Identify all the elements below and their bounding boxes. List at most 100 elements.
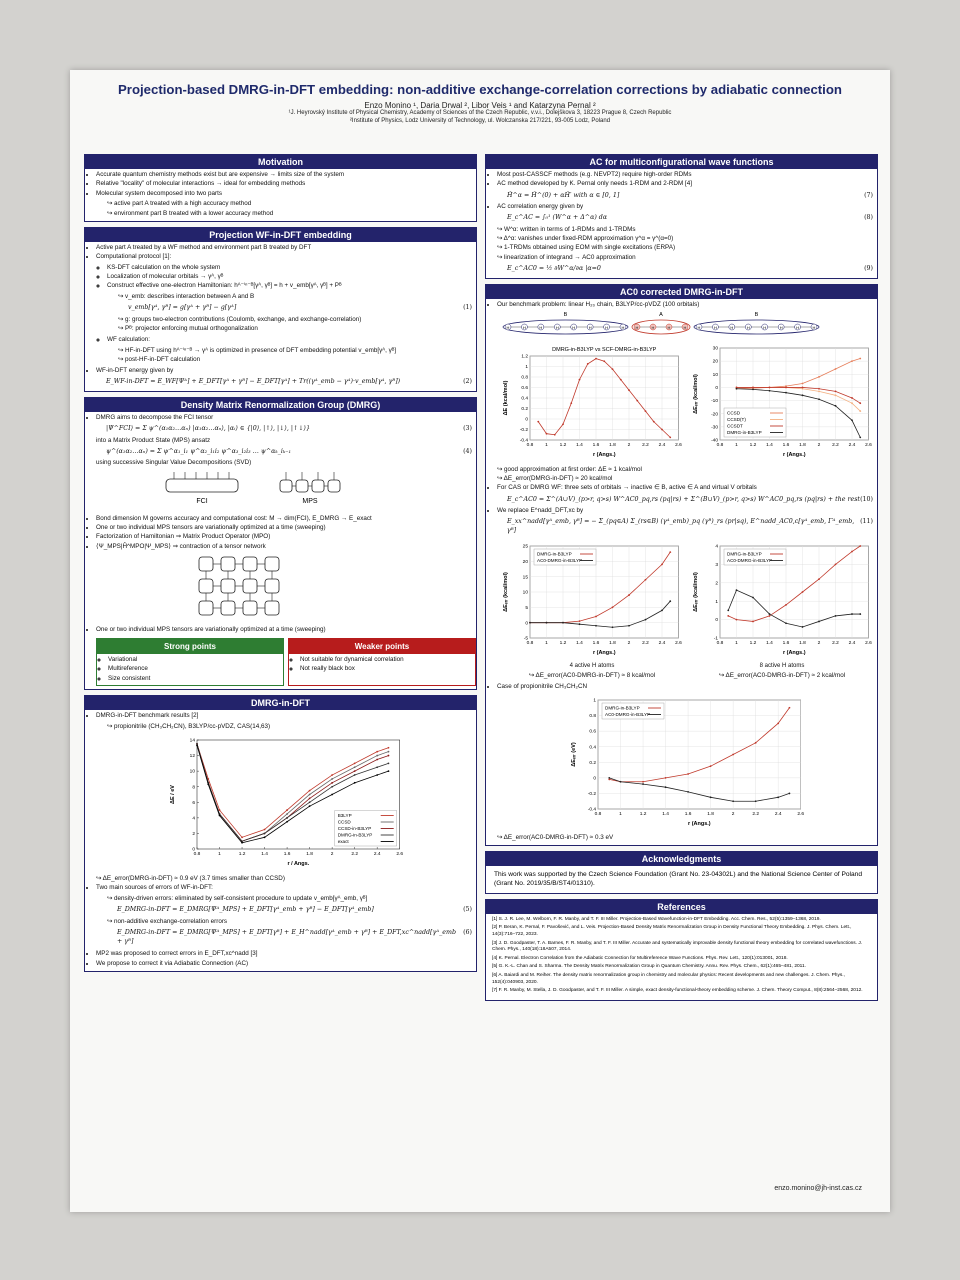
section-title: Motivation [85, 155, 476, 169]
note: ↪ Δ^α: vanishes under fixed-RDM approxim… [497, 234, 674, 242]
legend-label: DMRG-in-B3LYP [727, 551, 762, 556]
x-tick-label: 1.6 [684, 811, 691, 817]
x-tick-label: 1 [218, 851, 221, 857]
y-axis-label: ΔE (kcal/mol) [503, 380, 509, 415]
x-tick-label: 1.6 [782, 640, 789, 646]
bullet: Multireference [108, 665, 283, 674]
note: ↪ Pᴮ: projector enforcing mutual orthogo… [118, 325, 258, 333]
note: ↪ ΔE_error(AC0-DMRG-in-DFT) ≈ 0.3 eV [497, 834, 614, 842]
atom [537, 323, 545, 331]
bullet: For CAS or DMRG WF: three sets of orbita… [497, 484, 877, 493]
x-tick-label: 2.4 [658, 640, 665, 646]
tensor-node [220, 600, 236, 615]
legend-label: B3LYP [337, 813, 351, 818]
equation-item: E_DMRG-in-DFT = E_DMRG[Ψᴬ_MPS] + E_DFT[γ… [107, 927, 476, 949]
y-tick-label: 1 [593, 697, 596, 703]
bullet: WF calculation: ↪ HF-in-DFT using hᴬ⁻ⁱⁿ⁻ᴮ… [107, 336, 476, 365]
point [817, 577, 820, 580]
x-axis-label: r (Angs.) [783, 452, 806, 458]
section: References [1] S. J. R. Lee, M. Welborn, … [485, 898, 878, 1001]
reference: [4] K. Pernal. Electron Correlation from… [492, 955, 788, 961]
point [850, 419, 853, 421]
series-line [608, 777, 790, 802]
point [859, 544, 861, 547]
point [776, 722, 779, 724]
equation: E_c^AC0 = Σ^(A∪V)_(p>r, q>s) W^AC0_pq,rs… [497, 494, 877, 507]
point [859, 402, 861, 404]
pair: ↪ ΔE_error(AC0-DMRG-in-DFT) ≈ 8 kcal/mol… [497, 672, 877, 681]
poster: Projection-based DMRG-in-DFT embedding: … [70, 70, 890, 1212]
atom [586, 323, 594, 331]
reference: [5] G. K.-L. Chan and S. Sharma. The Den… [492, 964, 806, 970]
x-tick-label: 1.2 [238, 851, 245, 857]
chart-svg: 0.8 1 1.2 1.4 1.6 1.8 2 2.2 2.4 2.6 0 2 4 6 8 10 12 14 r /… [170, 738, 403, 867]
atom [681, 323, 689, 331]
point [801, 394, 804, 396]
bullet-list: ↪ v_emb: describes interaction between A… [107, 293, 476, 334]
x-tick-label: 0.8 [193, 851, 200, 857]
atom [521, 323, 528, 331]
y-tick-label: 12 [189, 753, 195, 759]
tensor-node [220, 578, 236, 593]
point [561, 423, 564, 425]
section: DMRG-in-DFTDMRG-in-DFT benchmark results… [84, 695, 477, 972]
header: Projection-based DMRG-in-DFT embedding: … [70, 82, 890, 126]
x-tick-label: 2.6 [675, 442, 682, 448]
atom [745, 323, 752, 331]
x-tick-label: 1.6 [592, 640, 599, 646]
equation-item: E_DMRG-in-DFT = E_DMRG[Ψᴬ_MPS] + E_DFT[γ… [107, 904, 476, 917]
h-chain: B H H H H H H H H A H H H H B H H H H H H H H [502, 312, 820, 335]
fci-tensor [165, 478, 239, 492]
atom-label: H [589, 325, 592, 330]
equation-item: E_xx^nadd[γᴬ_emb, γᴮ] = − Σ_(pq∈A) Σ_(rs… [497, 516, 877, 538]
x-tick-label: 2.6 [396, 851, 403, 857]
y-tick-label: 25 [522, 543, 528, 549]
point [788, 792, 790, 794]
point [817, 387, 820, 390]
chart-row: 0.8 1 1.2 1.4 1.6 1.8 2 2.2 2.4 2.6 0 2 4 6 8 10 12 14 r /… [96, 734, 476, 873]
bullet: Not really black box [300, 665, 475, 674]
point [207, 783, 209, 786]
x-tick-label: 1 [619, 811, 622, 817]
y-tick-label: -0.2 [587, 791, 596, 797]
point [709, 764, 712, 767]
y-tick-label: 0.4 [589, 744, 596, 750]
point [768, 612, 771, 615]
y-tick-label: 4 [192, 815, 195, 821]
section-title: DMRG-in-DFT [85, 696, 476, 711]
authors: Enzo Monino ¹, Daria Drwal ², Libor Veis… [364, 101, 596, 110]
mps-tensor [295, 479, 309, 492]
point [850, 550, 853, 553]
x-tick-label: 2.6 [675, 640, 682, 646]
bullet: Construct effective one-electron Hamilto… [107, 282, 476, 334]
equation-text: E_c^AC0 = Σ^(A∪V)_(p>r, q>s) W^AC0_pq,rs… [507, 495, 860, 503]
point [263, 832, 266, 835]
point [641, 782, 644, 785]
region [631, 319, 691, 335]
point [669, 600, 671, 602]
chart-svg: 0.8 1 1.2 1.4 1.6 1.8 2 2.2 2.4 2.6 -0.4 -0.2 0 0.2 0.… [571, 697, 804, 826]
point [627, 593, 630, 596]
y-tick-label: 20 [712, 358, 718, 364]
pair: ↪ ΔE_error(AC0-DMRG-in-DFT) ≈ 8 kcal/mol… [497, 672, 877, 681]
note: ↪ environment part B treated with a lowe… [107, 209, 274, 217]
point [537, 420, 539, 423]
atom-label: H [796, 325, 799, 330]
x-tick-label: 1 [735, 442, 738, 448]
equation-text: |Ψ^FCI⟩ = Σ ψ^(α₁α₂…αₙ) |α₁α₂…αₙ⟩, |αᵢ⟩ … [106, 425, 311, 433]
x-tick-label: 2.6 [797, 811, 804, 817]
x-tick-label: 1.2 [749, 442, 756, 448]
y-axis-label: ΔEₑᵣᵣ (kcal/mol) [503, 572, 509, 612]
point [353, 766, 356, 769]
point [859, 436, 861, 439]
bullet-text: DMRG-in-DFT benchmark results [2] [96, 712, 199, 720]
equation-text: Ĥ^α = Ĥ^(0) + αĤ′ with α ∈ [0, 1] [507, 191, 620, 199]
equation-text: E_xx^nadd[γᴬ_emb, γᴮ] = − Σ_(pq∈A) Σ_(rs… [507, 518, 855, 534]
y-tick-label: 30 [712, 345, 718, 351]
point [669, 436, 671, 439]
bullet-text: Computational protocol [1]: [96, 252, 172, 260]
point [735, 589, 738, 591]
x-tick-label: 1.4 [576, 442, 583, 448]
tensor-node [264, 578, 280, 593]
equation-item: E_c^AC0 = ½ ∂W^α/∂α |α=0 (9) [497, 263, 877, 276]
